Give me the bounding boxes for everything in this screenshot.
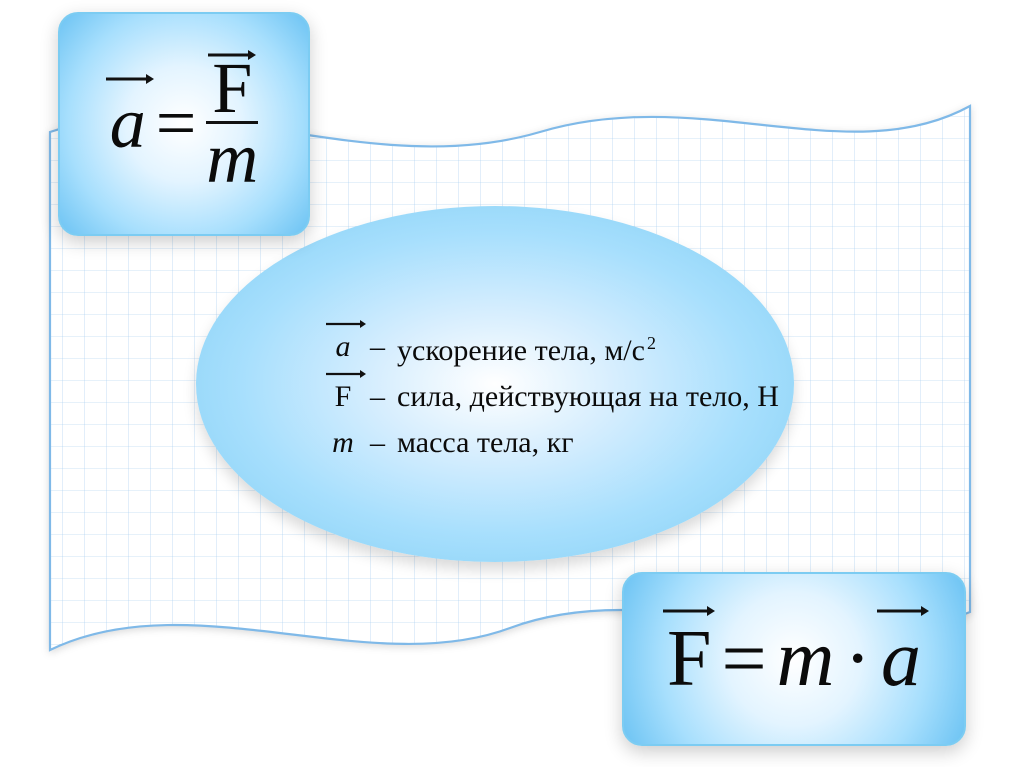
vector-arrow-icon — [326, 320, 366, 328]
fraction-f-over-m: F m — [206, 58, 258, 191]
formula-denominator-m: m — [206, 126, 258, 191]
legend-dash: – — [370, 374, 385, 420]
formula-card-force: F = m · a — [622, 572, 966, 746]
legend-dash: – — [370, 420, 385, 466]
formula-card-acceleration: a = F m — [58, 12, 310, 236]
formula-numerator-f: F — [212, 58, 252, 119]
formula-a: a — [881, 614, 921, 705]
symbol-m-letter: m — [332, 426, 354, 459]
formula-f-equals-m-a: F = m · a — [667, 614, 921, 705]
formula-m: m — [777, 614, 835, 705]
vector-arrow-icon — [106, 74, 154, 84]
vector-arrow-icon — [326, 370, 366, 378]
legend-text-mass: масса тела, кг — [397, 420, 574, 466]
stage: a – ускорение тела, м/с2 F – сила, дейст… — [0, 0, 1024, 767]
symbol-f: F — [328, 374, 358, 420]
legend-dash: – — [370, 324, 385, 370]
vector-arrow-icon — [208, 50, 256, 60]
legend-ellipse: a – ускорение тела, м/с2 F – сила, дейст… — [196, 206, 794, 562]
legend-row-force: F – сила, действующая на тело, Н — [328, 374, 779, 420]
vector-arrow-icon — [663, 606, 715, 616]
symbol-a: a — [328, 324, 358, 370]
formula-f: F — [667, 614, 712, 705]
formula-lhs-a: a — [110, 82, 146, 165]
legend-text: a – ускорение тела, м/с2 F – сила, дейст… — [328, 320, 779, 466]
equals-sign: = — [721, 614, 766, 705]
symbol-f-letter: F — [335, 380, 352, 413]
symbol-a-letter: a — [336, 330, 351, 363]
legend-row-mass: m – масса тела, кг — [328, 420, 779, 466]
dot-operator: · — [844, 614, 871, 705]
equals-sign: = — [156, 82, 197, 165]
legend-text-acceleration: ускорение тела, м/с2 — [397, 320, 656, 374]
symbol-m: m — [328, 420, 358, 466]
legend-row-acceleration: a – ускорение тела, м/с2 — [328, 320, 779, 374]
formula-a-equals-f-over-m: a = F m — [110, 58, 259, 191]
vector-arrow-icon — [877, 606, 929, 616]
legend-text-force: сила, действующая на тело, Н — [397, 374, 779, 420]
